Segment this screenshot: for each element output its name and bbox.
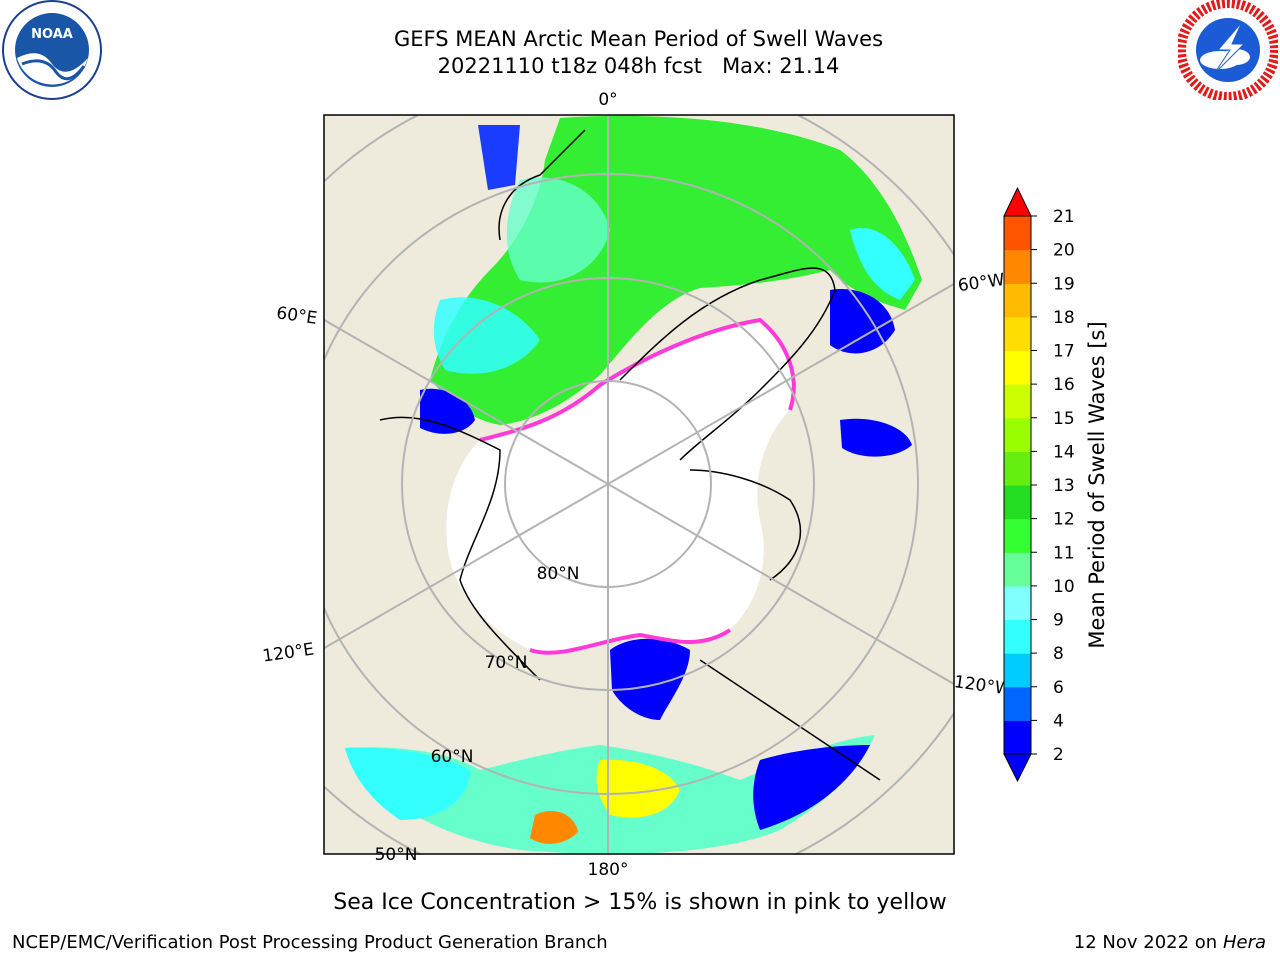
colorbar-tick-label: 9 bbox=[1053, 611, 1064, 631]
colorbar-segment bbox=[1004, 316, 1031, 352]
colorbar-segment bbox=[1004, 686, 1031, 721]
footer-host: Hera bbox=[1222, 932, 1266, 953]
colorbar-tick-label: 6 bbox=[1053, 678, 1064, 698]
colorbar-label-text: Mean Period of Swell Waves [s] bbox=[1085, 321, 1109, 649]
baffin-cyan-patch bbox=[850, 228, 915, 300]
colorbar-segment bbox=[1004, 653, 1031, 688]
lat-label-50n: 50°N bbox=[375, 845, 418, 865]
bering-blue-patch bbox=[753, 745, 870, 830]
nordic-seas-cyan-patch bbox=[506, 177, 610, 283]
coastline-siberia bbox=[379, 416, 541, 681]
sea-ice-edge-pacific bbox=[529, 628, 732, 655]
chart-title: GEFS MEAN Arctic Mean Period of Swell Wa… bbox=[323, 26, 954, 80]
baltic-blue-patch bbox=[478, 125, 520, 190]
colorbar-tick-label: 12 bbox=[1053, 510, 1075, 530]
colorbar-segment bbox=[1004, 216, 1031, 251]
coastline-alaska bbox=[699, 659, 881, 781]
meridian-60e bbox=[324, 318, 609, 485]
meridian-60w bbox=[607, 282, 954, 485]
chukchi-blue-patch bbox=[610, 638, 690, 720]
hudson-blue-patch bbox=[830, 289, 895, 354]
colorbar-segment bbox=[1004, 585, 1031, 621]
lon-label-120e: 120°E bbox=[261, 640, 315, 667]
colorbar-tick-label: 8 bbox=[1053, 644, 1064, 664]
canadian-bay-blue-patch bbox=[840, 418, 912, 457]
colorbar-segment bbox=[1004, 552, 1031, 587]
sea-ice-region bbox=[446, 320, 794, 653]
colorbar-tick-label: 16 bbox=[1053, 375, 1075, 395]
title-line-1: GEFS MEAN Arctic Mean Period of Swell Wa… bbox=[393, 27, 884, 51]
map-panel bbox=[324, 115, 954, 854]
colorbar-segment bbox=[1004, 451, 1031, 486]
colorbar-tick-label: 2 bbox=[1053, 745, 1064, 765]
map-frame bbox=[323, 114, 955, 855]
colorbar-segment bbox=[1004, 417, 1031, 452]
noaa-logo: NOAA bbox=[2, 0, 102, 100]
pacific-cyan-area bbox=[345, 747, 470, 820]
colorbar-tick-label: 20 bbox=[1053, 241, 1075, 261]
footer-credit: NCEP/EMC/Verification Post Processing Pr… bbox=[12, 932, 608, 953]
sea-ice-edge bbox=[479, 317, 796, 442]
colorbar: 2 4 6 8 9 10 11 12 13 14 15 16 17 18 19 20 21 bbox=[1003, 186, 1075, 783]
colorbar-tick-label: 4 bbox=[1053, 711, 1064, 731]
colorbar-over-triangle bbox=[1003, 186, 1032, 217]
lat-label-70n: 70°N bbox=[485, 653, 528, 673]
coastline-scandinavia bbox=[498, 129, 586, 241]
colorbar-tick-label: 18 bbox=[1053, 308, 1075, 328]
footer-date-text: 12 Nov 2022 on bbox=[1073, 932, 1218, 953]
colorbar-tick-label: 21 bbox=[1053, 207, 1075, 227]
national-weather-service-logo bbox=[1178, 0, 1278, 100]
colorbar-segment bbox=[1004, 283, 1031, 318]
lat-label-60n: 60°N bbox=[431, 747, 474, 767]
colorbar-tick-label: 15 bbox=[1053, 409, 1075, 429]
lat-label-80n: 80°N bbox=[537, 564, 580, 584]
colorbar-tick-label: 11 bbox=[1053, 543, 1075, 563]
meridian-120e bbox=[324, 483, 609, 650]
colorbar-tick-label: 19 bbox=[1053, 274, 1075, 294]
colorbar-tick-label: 17 bbox=[1053, 342, 1075, 362]
footer-date: 12 Nov 2022 on Hera bbox=[1074, 932, 1266, 953]
lon-label-0: 0° bbox=[598, 90, 617, 110]
colorbar-under-triangle bbox=[1003, 753, 1032, 783]
meridian-120w bbox=[607, 483, 954, 686]
noaa-logo-text: NOAA bbox=[31, 27, 73, 42]
coastline-greenland bbox=[619, 267, 836, 461]
lon-label-60w: 60°W bbox=[957, 270, 1006, 296]
graticule bbox=[324, 115, 954, 854]
colorbar-segment bbox=[1004, 720, 1031, 755]
barents-sea-cyan-patch bbox=[433, 297, 540, 374]
colorbar-tick-label: 14 bbox=[1053, 442, 1075, 462]
colorbar-segment bbox=[1004, 384, 1031, 419]
title-line-2: 20221110 t18z 048h fcst Max: 21.14 bbox=[437, 54, 840, 78]
lon-label-60e: 60°E bbox=[275, 303, 318, 328]
colorbar-segment bbox=[1004, 518, 1031, 553]
coastline-canada bbox=[689, 469, 802, 581]
colorbar-segment bbox=[1004, 350, 1031, 385]
sea-ice-caption: Sea Ice Concentration > 15% is shown in … bbox=[333, 890, 947, 915]
colorbar-tick-label: 10 bbox=[1053, 577, 1075, 597]
colorbar-segment bbox=[1004, 619, 1031, 654]
pacific-yellow-long-swell bbox=[596, 759, 680, 818]
colorbar-segment bbox=[1004, 485, 1031, 520]
colorbar-ticks: 2 4 6 8 9 10 11 12 13 14 15 16 17 18 19 20 21 bbox=[1031, 207, 1075, 765]
colorbar-tick-label: 13 bbox=[1053, 476, 1075, 496]
lon-label-180: 180° bbox=[588, 860, 629, 880]
pacific-orange-long-swell bbox=[530, 811, 578, 844]
colorbar-segments bbox=[1004, 216, 1031, 755]
colorbar-segment bbox=[1004, 249, 1031, 284]
